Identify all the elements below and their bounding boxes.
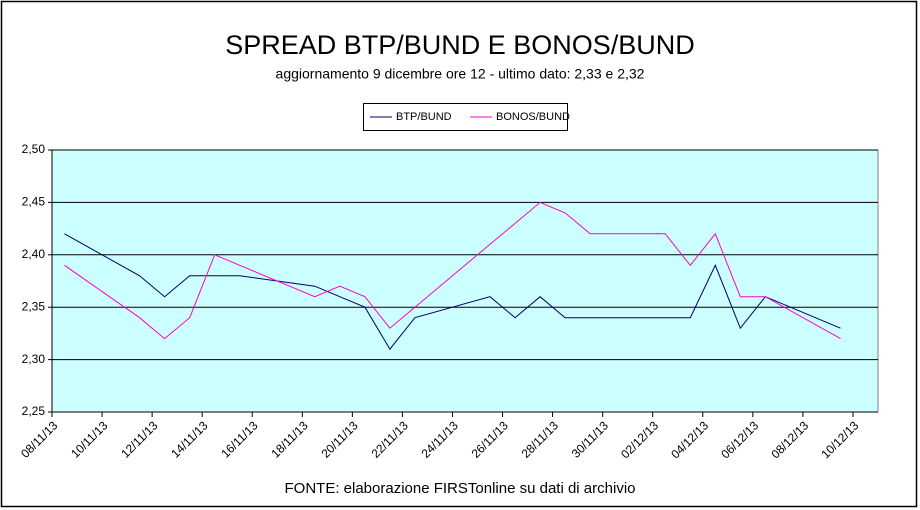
- y-tick-label: 2,30: [22, 352, 46, 366]
- y-tick-label: 2,45: [22, 195, 46, 209]
- chart-subtitle: aggiornamento 9 dicembre ore 12 - ultimo…: [276, 66, 645, 82]
- plot-area: [51, 149, 879, 413]
- y-tick-label: 2,25: [22, 404, 46, 418]
- y-tick-label: 2,40: [22, 247, 46, 261]
- source-note: FONTE: elaborazione FIRSTonline su dati …: [285, 480, 636, 497]
- series-line: [64, 201, 841, 340]
- legend-label: BONOS/BUND: [496, 111, 570, 123]
- y-tick-label: 2,50: [22, 142, 46, 156]
- y-tick-label: 2,35: [22, 299, 46, 313]
- legend-label: BTP/BUND: [396, 111, 452, 123]
- series-line: [64, 233, 841, 350]
- legend-box: [363, 103, 568, 131]
- chart-title: SPREAD BTP/BUND E BONOS/BUND: [225, 30, 695, 60]
